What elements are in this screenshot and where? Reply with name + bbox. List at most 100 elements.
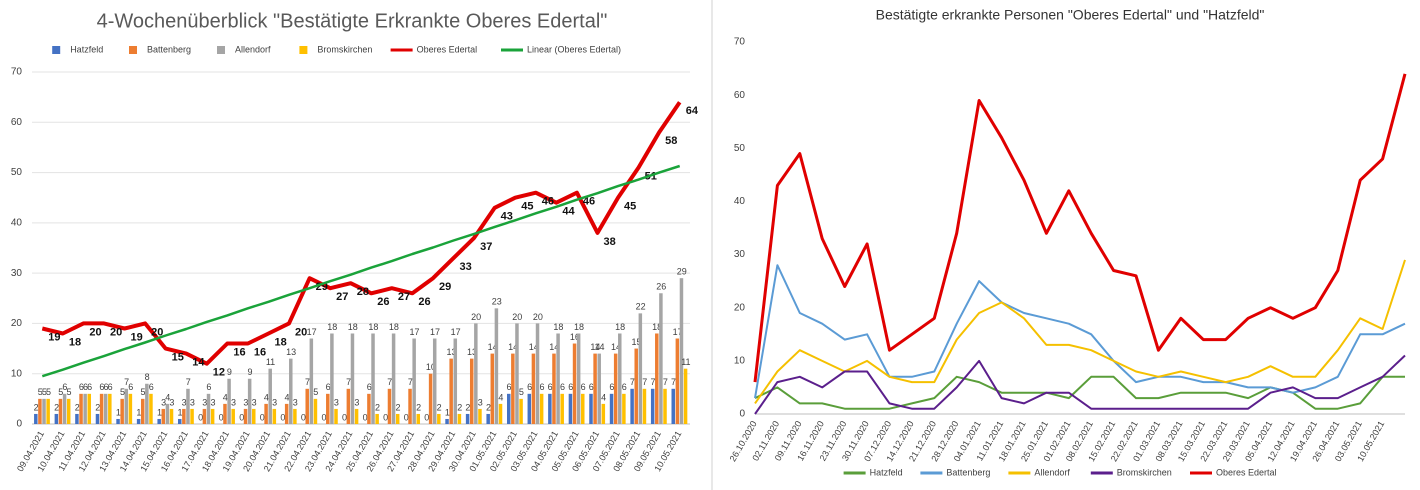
data-label: 5	[46, 387, 51, 397]
bar	[62, 393, 67, 424]
data-label: 64	[686, 105, 699, 117]
bar	[58, 398, 63, 424]
data-label: 4	[498, 392, 503, 402]
data-label: 19	[131, 331, 143, 343]
data-label: 44	[562, 206, 575, 218]
bar	[128, 393, 133, 424]
data-label: 46	[542, 196, 554, 208]
data-label: 4	[284, 392, 289, 402]
bar	[268, 368, 272, 424]
data-label: 14	[595, 342, 605, 352]
y-tick-label: 70	[11, 67, 23, 78]
bar	[42, 398, 46, 424]
data-label: 28	[357, 286, 369, 298]
bar	[589, 393, 593, 424]
bar	[186, 388, 190, 424]
bar	[387, 388, 392, 424]
data-label: 3	[182, 397, 187, 407]
bar	[95, 413, 100, 424]
data-label: 6	[87, 382, 92, 392]
data-label: 26	[418, 296, 430, 308]
y-tick-label: 30	[734, 249, 746, 260]
data-label: 3	[252, 397, 257, 407]
bar	[511, 353, 515, 424]
data-label: 15	[172, 351, 184, 363]
data-label: 45	[624, 201, 636, 213]
bar	[556, 333, 560, 424]
bar	[597, 353, 601, 424]
data-label: 17	[409, 327, 419, 337]
data-label: 20	[110, 326, 122, 338]
bar	[157, 418, 161, 424]
bar	[416, 413, 421, 424]
bar	[330, 333, 334, 424]
data-label: 0	[239, 412, 244, 422]
data-label: 3	[272, 397, 277, 407]
bar	[206, 393, 211, 424]
bar	[367, 393, 371, 424]
bar	[284, 403, 289, 424]
data-label: 3	[243, 397, 248, 407]
bar	[395, 413, 400, 424]
bar	[54, 413, 59, 424]
data-label: 5	[120, 387, 125, 397]
line	[754, 375, 1405, 410]
y-tick-label: 10	[734, 355, 746, 366]
bar	[243, 408, 248, 424]
bar	[593, 353, 597, 424]
bar	[412, 338, 416, 424]
bar	[486, 413, 490, 424]
data-label: 1	[157, 407, 162, 417]
bar	[445, 418, 449, 424]
bar	[469, 358, 474, 424]
data-label: 26	[377, 296, 389, 308]
data-label: 17	[430, 327, 440, 337]
legend-label: Hatzfeld	[870, 467, 903, 477]
data-label: 6	[108, 382, 113, 392]
bar	[515, 323, 519, 424]
bar	[535, 323, 540, 424]
bar	[116, 418, 120, 424]
bar	[432, 338, 437, 424]
bar	[34, 413, 38, 424]
data-label: 0	[342, 412, 347, 422]
bar	[264, 403, 268, 424]
data-label: 1	[136, 407, 141, 417]
bar	[247, 378, 252, 424]
data-label: 7	[671, 377, 676, 387]
data-label: 27	[336, 291, 348, 303]
data-label: 29	[439, 281, 451, 293]
y-tick-label: 20	[734, 302, 746, 313]
bar	[630, 388, 634, 424]
legend-swatch	[129, 46, 137, 54]
data-label: 17	[451, 327, 461, 337]
data-label: 22	[636, 302, 646, 312]
legend-label: Battenberg	[147, 44, 191, 54]
data-label: 0	[280, 412, 285, 422]
bar	[252, 408, 256, 424]
data-label: 18	[348, 322, 358, 332]
bar	[223, 403, 227, 424]
data-label: 6	[548, 382, 553, 392]
bar	[108, 393, 112, 424]
data-label: 0	[424, 412, 429, 422]
bar	[622, 393, 626, 424]
bar	[457, 413, 462, 424]
bar	[120, 398, 124, 424]
data-label: 14	[590, 342, 600, 352]
bar	[539, 393, 544, 424]
line	[41, 101, 682, 366]
data-label: 0	[260, 412, 265, 422]
line	[754, 259, 1406, 404]
bar	[210, 408, 215, 424]
data-label: 7	[387, 377, 392, 387]
data-label: 3	[202, 397, 207, 407]
data-label: 6	[99, 382, 104, 392]
data-label: 17	[307, 327, 317, 337]
data-label: 23	[492, 297, 502, 307]
bar	[552, 353, 556, 424]
data-label: 7	[642, 377, 647, 387]
y-tick-label: 60	[11, 117, 23, 128]
data-label: 3	[231, 397, 236, 407]
bar	[478, 408, 482, 424]
